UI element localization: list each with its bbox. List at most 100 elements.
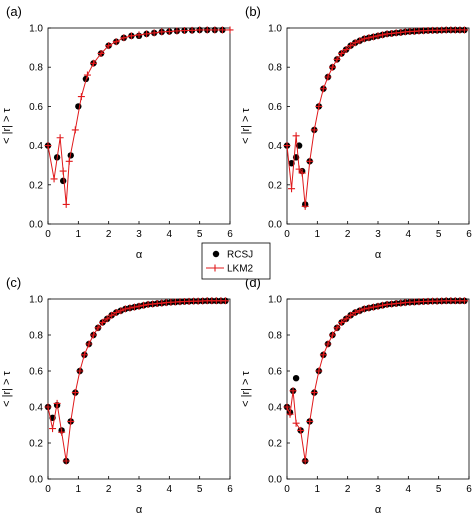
data-point-lkm2 [62, 200, 70, 208]
y-tick-label: 0.8 [29, 63, 43, 74]
data-point-lkm2 [374, 302, 382, 310]
data-point-lkm2 [356, 37, 364, 45]
y-tick-label: 0.2 [29, 180, 43, 191]
y-tick-label: 0.2 [268, 439, 282, 450]
y-tick-label: 0.8 [268, 331, 282, 342]
plot-frame [286, 27, 470, 225]
data-point-lkm2 [181, 27, 188, 35]
series-line-lkm2 [286, 300, 465, 462]
data-point-lkm2 [105, 42, 113, 50]
data-point-lkm2 [112, 309, 120, 316]
x-tick-label: 5 [436, 229, 442, 240]
x-tick-label: 0 [284, 484, 290, 495]
data-point-lkm2 [301, 202, 309, 210]
data-point-lkm2 [67, 417, 75, 425]
x-axis-label: α [136, 504, 143, 516]
data-point-lkm2 [44, 142, 52, 150]
x-tick-label: 6 [227, 484, 233, 495]
legend-marker-rcsj [212, 250, 220, 258]
data-point-lkm2 [188, 26, 196, 34]
data-point-lkm2 [196, 26, 204, 34]
data-point-lkm2 [351, 309, 359, 316]
legend-label-lkm2: LKM2 [227, 264, 254, 275]
legend-label-rcsj: RCSJ [227, 250, 253, 261]
data-point-lkm2 [369, 303, 377, 311]
data-point-lkm2 [329, 331, 336, 339]
x-tick-label: 5 [197, 484, 203, 495]
x-tick-label: 1 [76, 229, 82, 240]
data-point-lkm2 [342, 46, 350, 54]
series-line-lkm2 [47, 300, 226, 462]
x-tick-label: 4 [406, 229, 412, 240]
chart-panel-3: 0 1 2 3 4 5 6 0.0 0.2 0.4 0.6 0.8 1.0 (c) α < |r| > τ [1, 275, 233, 516]
x-tick-label: 2 [106, 229, 112, 240]
data-point-lkm2 [126, 304, 134, 312]
legend: RCSJ LKM2 [201, 242, 271, 280]
data-point-lkm2 [203, 26, 211, 34]
series-line-lkm2 [47, 29, 230, 205]
data-point-lkm2 [283, 403, 291, 411]
data-point-lkm2 [365, 304, 373, 312]
data-point-lkm2 [80, 351, 88, 359]
x-tick-label: 3 [136, 484, 142, 495]
chart-panel-1: 0 1 2 3 4 5 6 0.0 0.2 0.4 0.6 0.8 1.0 (a) α < |r| > τ [1, 4, 234, 261]
data-point-lkm2 [76, 367, 84, 375]
data-point-lkm2 [83, 71, 91, 79]
data-point-lkm2 [297, 426, 305, 434]
data-point-lkm2 [173, 27, 181, 35]
data-point-lkm2 [58, 428, 66, 436]
x-axis-label: α [375, 504, 382, 516]
data-point-lkm2 [347, 42, 355, 50]
data-point-lkm2 [135, 31, 143, 39]
data-point-lkm2 [218, 26, 226, 34]
data-point-lkm2 [158, 28, 166, 36]
data-point-lkm2 [315, 102, 323, 110]
data-point-lkm2 [351, 39, 359, 47]
x-tick-label: 2 [345, 229, 351, 240]
data-point-lkm2 [90, 59, 97, 67]
data-point-lkm2 [333, 324, 341, 332]
data-point-lkm2 [306, 157, 314, 165]
data-point-lkm2 [99, 318, 107, 326]
y-tick-label: 0.2 [29, 439, 43, 450]
legend-box [201, 242, 271, 280]
y-axis-label: < |r| > τ [240, 370, 252, 406]
x-tick-label: 0 [45, 484, 51, 495]
data-point-lkm2 [140, 301, 148, 309]
x-tick-label: 5 [436, 484, 442, 495]
y-axis-label: < |r| > τ [1, 370, 13, 406]
chart-panel-4: 0 1 2 3 4 5 60.00.20.40.60.81.0(d)α< |r| > τ [240, 275, 472, 516]
data-point-lkm2 [97, 49, 105, 57]
y-axis-label: < |r| > τ [240, 107, 252, 143]
panel-label: (c) [6, 275, 21, 290]
data-point-lkm2 [310, 389, 318, 397]
data-point-lkm2 [150, 29, 158, 37]
x-tick-label: 1 [76, 484, 82, 495]
x-tick-label: 3 [136, 229, 142, 240]
data-point-lkm2 [286, 410, 294, 418]
data-point-lkm2 [121, 305, 129, 313]
data-point-lkm2 [306, 417, 314, 425]
x-tick-label: 0 [284, 229, 290, 240]
data-point-lkm2 [56, 134, 64, 142]
x-axis-label: α [136, 249, 143, 261]
data-point-lkm2 [59, 167, 67, 175]
x-tick-label: 6 [227, 229, 233, 240]
data-point-lkm2 [342, 315, 350, 323]
data-point-lkm2 [90, 331, 97, 339]
data-point-lkm2 [388, 29, 396, 37]
y-tick-label: 0.6 [29, 367, 43, 378]
data-point-lkm2 [319, 351, 327, 359]
y-tick-label: 0.6 [268, 367, 282, 378]
x-tick-label: 6 [466, 229, 472, 240]
data-point-lkm2 [397, 29, 405, 37]
data-point-lkm2 [53, 399, 61, 407]
data-point-lkm2 [65, 157, 73, 165]
data-point-lkm2 [211, 26, 219, 34]
data-point-lkm2 [365, 34, 373, 42]
data-point-lkm2 [295, 165, 303, 173]
data-point-lkm2 [165, 28, 173, 36]
x-tick-label: 6 [466, 484, 472, 495]
data-point-lkm2 [120, 34, 128, 42]
data-point-lkm2 [62, 457, 70, 465]
